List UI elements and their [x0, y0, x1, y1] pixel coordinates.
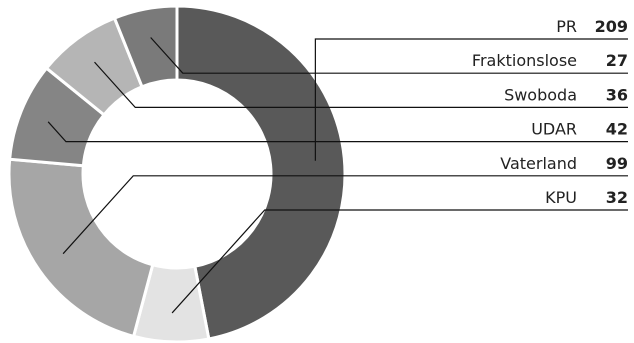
leader-lines	[47, 37, 628, 314]
leader-fraktionslose	[150, 37, 628, 74]
slice-vaterland	[7, 157, 155, 339]
slice-fraktionslose	[112, 4, 179, 89]
leader-kpu	[171, 209, 628, 314]
value-fraktionslose: 27	[606, 51, 628, 70]
leader-udar	[47, 121, 628, 143]
slice-pr	[175, 4, 347, 341]
value-swoboda: 36	[606, 85, 628, 104]
leader-vaterland	[62, 175, 628, 255]
leader-pr	[314, 38, 628, 161]
leader-swoboda	[94, 61, 628, 109]
label-udar: UDAR	[531, 120, 577, 139]
value-vaterland: 99	[606, 154, 628, 173]
label-fraktionslose: Fraktionslose	[472, 51, 577, 70]
label-kpu: KPU	[545, 188, 577, 207]
value-udar: 42	[606, 120, 628, 139]
label-swoboda: Swoboda	[504, 85, 577, 104]
value-kpu: 32	[606, 188, 628, 207]
value-pr: 209	[595, 17, 628, 36]
legend-labels: PR 209 Fraktionslose 27 Swoboda 36 UDAR 42 Vater…	[472, 17, 628, 207]
label-pr: PR	[556, 17, 577, 36]
label-vaterland: Vaterland	[500, 154, 577, 173]
donut-slices	[7, 4, 347, 343]
